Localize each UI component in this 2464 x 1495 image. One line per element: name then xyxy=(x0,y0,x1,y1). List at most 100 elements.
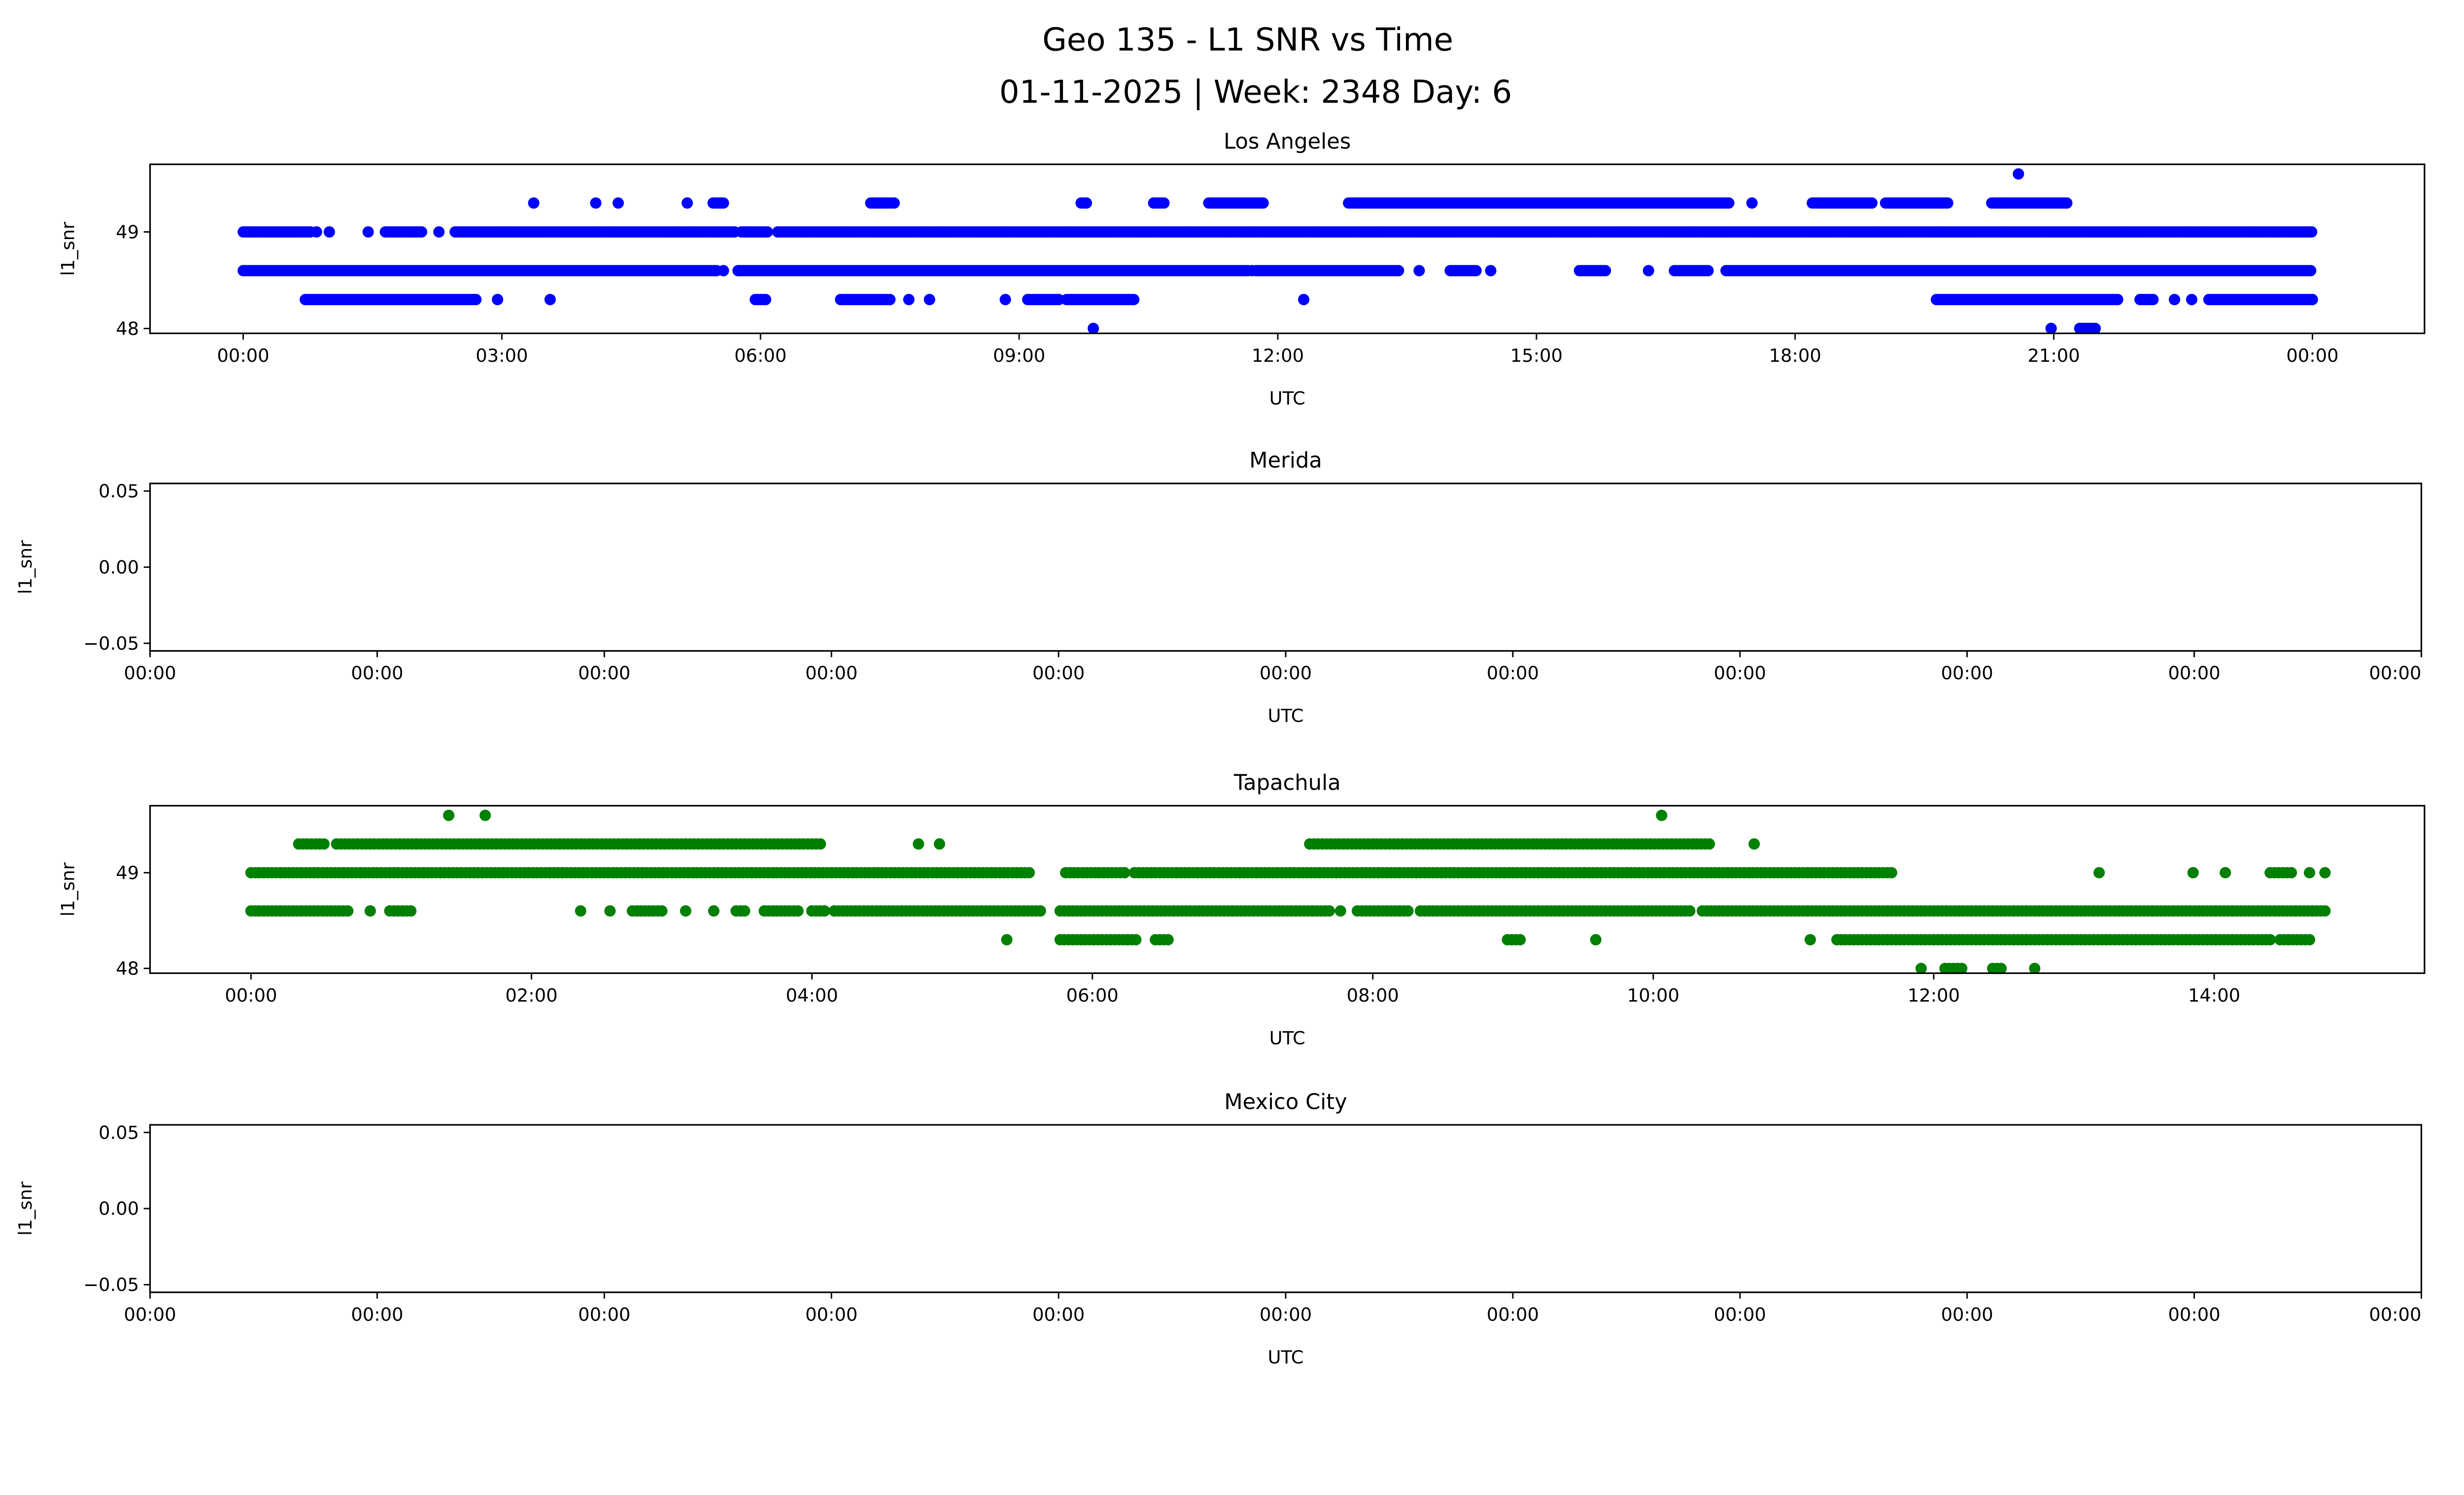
data-point xyxy=(718,265,729,277)
data-point xyxy=(819,905,830,917)
data-point xyxy=(1746,197,1758,209)
data-point xyxy=(544,294,556,306)
data-point xyxy=(528,197,540,209)
data-point xyxy=(433,226,445,238)
x-tick-label: 00:00 xyxy=(124,1304,176,1325)
data-point xyxy=(1323,905,1335,917)
x-tick-label: 00:00 xyxy=(2369,662,2421,684)
x-tick-label: 00:00 xyxy=(805,662,857,684)
x-tick-label: 08:00 xyxy=(1347,985,1399,1006)
y-tick-label: 49 xyxy=(116,862,139,883)
data-point xyxy=(759,294,772,306)
data-point xyxy=(2147,294,2159,306)
data-point xyxy=(405,905,417,917)
x-tick-label: 00:00 xyxy=(225,985,277,1006)
data-point xyxy=(1001,934,1013,945)
x-tick-label: 12:00 xyxy=(1908,985,1960,1006)
x-tick-label: 00:00 xyxy=(351,662,403,684)
x-tick-label: 00:00 xyxy=(351,1304,403,1325)
data-point xyxy=(1130,934,1142,945)
data-point xyxy=(1590,934,1602,945)
x-axis-label: UTC xyxy=(1269,1028,1305,1049)
subplot-title: Mexico City xyxy=(1224,1090,1347,1114)
data-point xyxy=(1128,294,1140,306)
data-point xyxy=(656,905,668,917)
data-point xyxy=(1162,934,1174,945)
axes-frame xyxy=(149,805,2426,974)
data-point xyxy=(1158,197,1170,209)
y-tick-label: 48 xyxy=(116,958,139,979)
subplot-los-angeles: Los Angeles 00:00 03:00 06:00 09:00 12:00 15:0… xyxy=(58,129,2426,409)
data-point xyxy=(1704,838,1715,850)
data-point xyxy=(443,809,455,821)
data-point xyxy=(1866,197,1878,209)
data-point xyxy=(888,197,900,209)
x-tick-label: 02:00 xyxy=(505,985,557,1006)
data-points xyxy=(238,168,2318,334)
x-tick-label: 00:00 xyxy=(1941,1304,1993,1325)
data-point xyxy=(1402,905,1414,917)
x-tick-label: 06:00 xyxy=(1066,985,1119,1006)
data-point xyxy=(761,226,773,238)
x-tick-label: 21:00 xyxy=(2027,345,2080,366)
y-tick-label: 0.05 xyxy=(99,481,139,502)
data-point xyxy=(415,226,427,238)
data-points xyxy=(245,809,2331,974)
y-tick-label: 0.05 xyxy=(99,1122,139,1143)
data-point xyxy=(792,905,804,917)
figure-title-line2: 01-11-2025 | Week: 2348 Day: 6 xyxy=(999,74,1512,110)
x-tick-label: 00:00 xyxy=(1260,662,1312,684)
data-point xyxy=(1413,265,1425,277)
subplot-mexico-city: Mexico City 00:00 00:00 00:00 00:00 00:00 00:0… xyxy=(15,1090,2423,1368)
data-point xyxy=(1485,265,1497,277)
figure: Geo 135 - L1 SNR vs Time 01-11-2025 | We… xyxy=(15,22,2426,1368)
data-point xyxy=(1956,963,1968,974)
data-point xyxy=(2061,197,2073,209)
y-axis-label: l1_snr xyxy=(15,540,36,594)
data-point xyxy=(1298,294,1310,306)
data-point xyxy=(1119,867,1130,879)
data-point xyxy=(2264,934,2276,945)
subplot-title: Tapachula xyxy=(1233,771,1341,796)
x-tick-label: 00:00 xyxy=(578,1304,630,1325)
data-point xyxy=(1393,265,1404,277)
data-point xyxy=(1723,197,1735,209)
data-point xyxy=(575,905,586,917)
x-tick-label: 12:00 xyxy=(1252,345,1304,366)
data-point xyxy=(612,197,624,209)
y-tick-label: 49 xyxy=(116,221,139,243)
subplot-tapachula: Tapachula 00:00 02:00 04:00 06:00 08:00 10:00 1… xyxy=(58,771,2426,1049)
data-point xyxy=(310,226,322,238)
data-point xyxy=(2303,934,2316,945)
y-tick-label: 0.00 xyxy=(99,556,139,578)
y-axis-label: l1_snr xyxy=(58,862,79,917)
y-axis-label: l1_snr xyxy=(15,1181,36,1236)
x-tick-label: 00:00 xyxy=(217,345,269,366)
data-point xyxy=(884,294,896,306)
data-point xyxy=(364,905,376,917)
data-point xyxy=(1942,197,1953,209)
data-point xyxy=(1656,809,1668,821)
data-point xyxy=(999,294,1011,306)
data-point xyxy=(323,226,335,238)
x-axis-label: UTC xyxy=(1267,705,1303,727)
x-tick-label: 00:00 xyxy=(1260,1304,1312,1325)
data-point xyxy=(2029,963,2041,974)
x-tick-label: 00:00 xyxy=(805,1304,857,1325)
data-point xyxy=(1514,934,1526,945)
data-point xyxy=(903,294,915,306)
axes-frame xyxy=(149,1124,2423,1293)
figure-title-line1: Geo 135 - L1 SNR vs Time xyxy=(1042,22,1453,59)
subplot-title: Merida xyxy=(1249,449,1322,473)
x-tick-label: 00:00 xyxy=(1487,1304,1539,1325)
data-point xyxy=(1080,197,1093,209)
x-tick-label: 14:00 xyxy=(2188,985,2240,1006)
data-point xyxy=(2305,265,2317,277)
y-tick-label: −0.05 xyxy=(83,633,139,654)
x-tick-label: 00:00 xyxy=(2168,1304,2220,1325)
x-tick-label: 00:00 xyxy=(1032,1304,1085,1325)
x-tick-label: 00:00 xyxy=(1714,662,1766,684)
data-point xyxy=(1995,963,2007,974)
x-tick-label: 04:00 xyxy=(786,985,838,1006)
data-point xyxy=(913,838,924,850)
